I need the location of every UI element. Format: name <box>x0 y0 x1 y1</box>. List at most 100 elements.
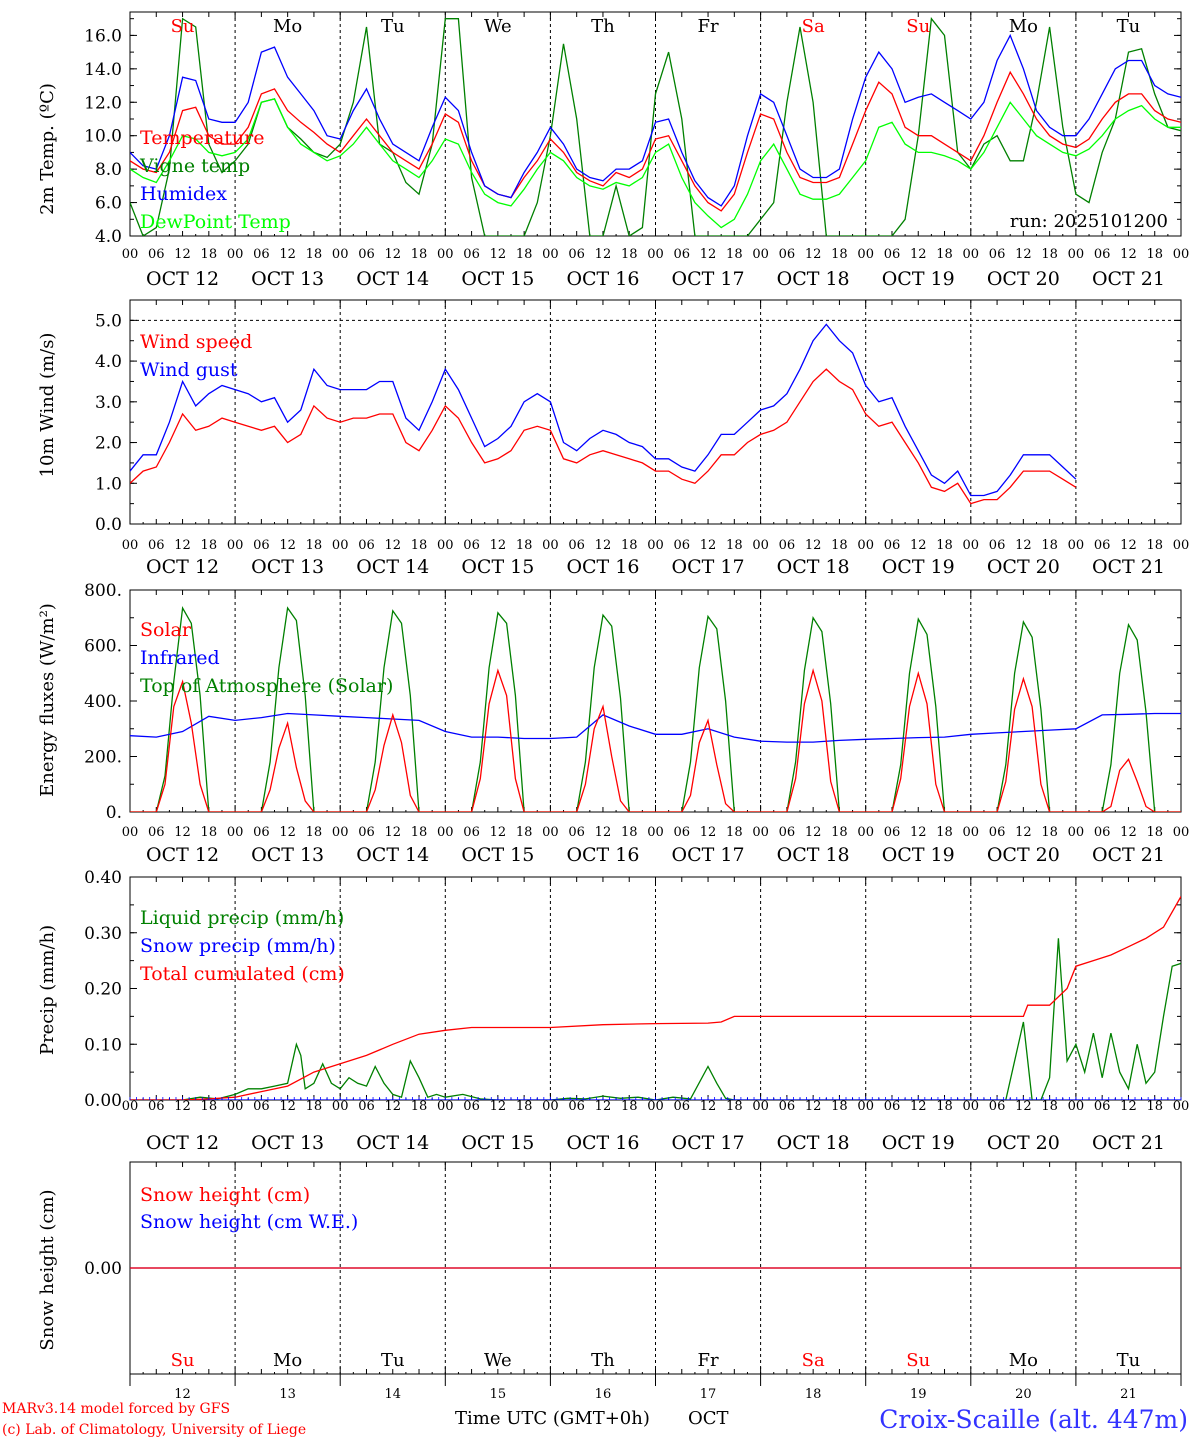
hour-tick-label: 18 <box>936 538 953 553</box>
hour-tick-label: 06 <box>1094 247 1111 262</box>
legend-entry: Humidex <box>140 183 227 205</box>
hour-tick-label: 06 <box>253 247 270 262</box>
day-label: OCT 16 <box>566 844 639 866</box>
hour-tick-label: 06 <box>463 825 480 840</box>
y-tick-label: 400. <box>84 692 122 712</box>
day-label: OCT 17 <box>672 844 745 866</box>
y-tick-label: 14.0 <box>84 60 122 80</box>
y-tick-label: 16.0 <box>84 26 122 46</box>
day-label: OCT 19 <box>882 1132 955 1154</box>
day-label: OCT 14 <box>356 844 429 866</box>
hour-tick-label: 00 <box>437 538 454 553</box>
hour-tick-label: 00 <box>647 1099 664 1114</box>
hour-tick-label: 12 <box>1120 825 1137 840</box>
weekday-label: Sa <box>802 16 825 37</box>
hour-tick-label: 18 <box>621 1099 638 1114</box>
day-label: OCT 13 <box>251 268 324 290</box>
hour-tick-label: 18 <box>201 1099 218 1114</box>
hour-tick-label: 06 <box>884 247 901 262</box>
hour-tick-label: 06 <box>253 1099 270 1114</box>
weekday-label: Mo <box>1009 16 1038 37</box>
hour-tick-label: 00 <box>227 1099 244 1114</box>
hour-tick-label: 12 <box>279 1099 296 1114</box>
hour-tick-label: 18 <box>831 1099 848 1114</box>
weekday-label: Sa <box>802 1350 825 1371</box>
weekday-label: Mo <box>273 16 302 37</box>
hour-tick-label: 18 <box>516 247 533 262</box>
hour-tick-label: 00 <box>647 825 664 840</box>
hour-tick-label: 12 <box>174 538 191 553</box>
hour-tick-label: 00 <box>1173 1099 1190 1114</box>
hour-tick-label: 18 <box>306 1099 323 1114</box>
hour-tick-label: 00 <box>122 825 139 840</box>
hour-tick-label: 00 <box>752 1099 769 1114</box>
day-label: OCT 17 <box>672 268 745 290</box>
hour-tick-label: 00 <box>1173 825 1190 840</box>
hour-tick-label: 00 <box>332 247 349 262</box>
hour-tick-label: 06 <box>989 825 1006 840</box>
hour-tick-label: 18 <box>1041 538 1058 553</box>
weekday-label: Tu <box>381 1350 405 1371</box>
hour-tick-label: 12 <box>1120 1099 1137 1114</box>
y-axis-label: Snow height (cm) <box>37 1189 58 1350</box>
hour-tick-label: 06 <box>779 825 796 840</box>
hour-tick-label: 00 <box>857 1099 874 1114</box>
hour-tick-label: 12 <box>490 247 507 262</box>
hour-tick-label: 18 <box>411 538 428 553</box>
y-tick-label: 0.00 <box>84 1259 122 1279</box>
series-wind-gust <box>130 323 1077 497</box>
day-number-label: 19 <box>910 1387 927 1402</box>
day-label: OCT 15 <box>461 268 534 290</box>
hour-tick-label: 12 <box>490 538 507 553</box>
hour-tick-label: 18 <box>411 1099 428 1114</box>
weekday-label: Su <box>906 16 930 37</box>
hour-tick-label: 00 <box>857 247 874 262</box>
day-label: OCT 18 <box>777 268 850 290</box>
hour-tick-label: 12 <box>384 538 401 553</box>
hour-tick-label: 00 <box>752 538 769 553</box>
hour-tick-label: 00 <box>332 538 349 553</box>
x-axis-label: Time UTC (GMT+0h) <box>455 1408 650 1429</box>
hour-tick-label: 00 <box>963 247 980 262</box>
hour-tick-label: 18 <box>1146 1099 1163 1114</box>
hour-tick-label: 06 <box>674 247 691 262</box>
weekday-label: Su <box>171 1350 195 1371</box>
series-vigne-temp <box>130 17 1181 236</box>
hour-tick-label: 12 <box>595 825 612 840</box>
hour-tick-label: 06 <box>989 538 1006 553</box>
y-tick-label: 3.0 <box>95 393 122 413</box>
series-top-of-atmosphere-solar <box>130 605 1181 812</box>
day-label: OCT 20 <box>987 1132 1060 1154</box>
y-tick-label: 0.0 <box>95 515 122 535</box>
panel-frame <box>129 299 1182 525</box>
hour-tick-label: 06 <box>1094 538 1111 553</box>
hour-tick-label: 18 <box>516 1099 533 1114</box>
hour-tick-label: 18 <box>306 825 323 840</box>
hour-tick-label: 18 <box>726 1099 743 1114</box>
legend-entry: Solar <box>140 619 192 641</box>
day-label: OCT 21 <box>1092 844 1165 866</box>
hour-tick-label: 06 <box>358 825 375 840</box>
legend-entry: Temperature <box>140 127 264 149</box>
hour-tick-label: 06 <box>779 1099 796 1114</box>
hour-tick-label: 12 <box>805 1099 822 1114</box>
day-label: OCT 13 <box>251 1132 324 1154</box>
day-label: OCT 13 <box>251 556 324 578</box>
hour-tick-label: 00 <box>647 247 664 262</box>
hour-tick-label: 18 <box>201 825 218 840</box>
weekday-label: Mo <box>1009 1350 1038 1371</box>
hour-tick-label: 06 <box>148 825 165 840</box>
hour-tick-label: 12 <box>910 538 927 553</box>
hour-tick-label: 06 <box>358 247 375 262</box>
hour-tick-label: 18 <box>306 538 323 553</box>
hour-tick-label: 18 <box>1146 538 1163 553</box>
day-label: OCT 18 <box>777 1132 850 1154</box>
legend-entry: Liquid precip (mm/h) <box>140 907 344 929</box>
hour-tick-label: 18 <box>726 538 743 553</box>
y-tick-label: 0.20 <box>84 980 122 1000</box>
day-number-label: 12 <box>174 1387 191 1402</box>
hour-tick-label: 18 <box>516 825 533 840</box>
hour-tick-label: 12 <box>910 247 927 262</box>
y-tick-label: 0.30 <box>84 924 122 944</box>
panel-precip: 0.00 0.10 0.20 0.30 0.40 Precip (mm/h) Liquid … <box>37 868 1189 1154</box>
